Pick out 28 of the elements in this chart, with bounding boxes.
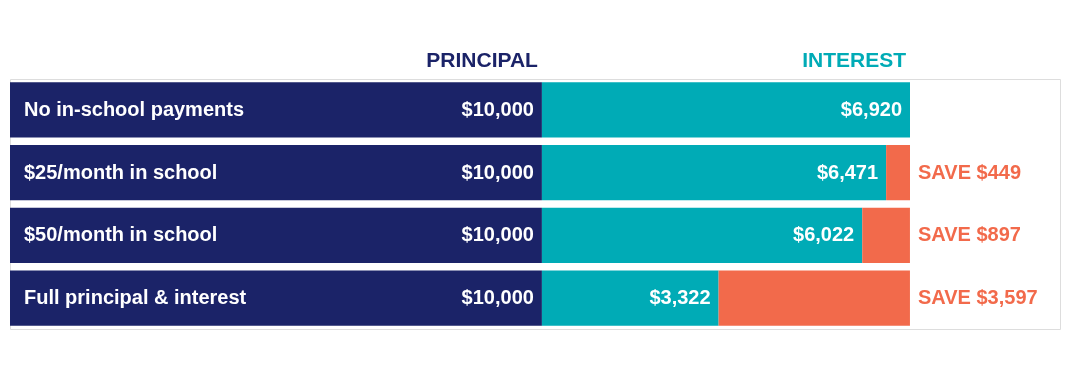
y-tick-label: $25/month in school (24, 160, 218, 183)
data-label: $6,471 (816, 160, 879, 183)
series-label: INTEREST (802, 48, 907, 71)
data-label: $6,022 (793, 223, 855, 246)
bar (10, 270, 542, 326)
y-tick-label: No in-school payments (24, 97, 245, 120)
bar (886, 144, 910, 201)
series-label: PRINCIPAL (426, 48, 539, 71)
bar (541, 270, 719, 326)
data-label: $10,000 (461, 97, 534, 120)
data-label: SAVE $897 (917, 223, 1021, 246)
data-label: $10,000 (461, 286, 534, 309)
y-tick-label: Full principal & interest (24, 286, 247, 309)
bar (10, 82, 542, 138)
y-tick-label: $50/month in school (24, 223, 218, 246)
bar (862, 207, 910, 264)
bar (541, 144, 887, 201)
bar (718, 270, 910, 326)
data-label: $6,920 (840, 97, 902, 120)
bar (541, 207, 863, 264)
bar (10, 207, 542, 264)
data-label: SAVE $3,597 (917, 286, 1038, 309)
data-label: $3,322 (649, 286, 711, 309)
data-label: SAVE $449 (918, 160, 1022, 183)
data-label: $10,000 (461, 160, 534, 183)
data-label: $10,000 (461, 223, 534, 246)
bar (541, 82, 910, 138)
bar (10, 144, 542, 201)
